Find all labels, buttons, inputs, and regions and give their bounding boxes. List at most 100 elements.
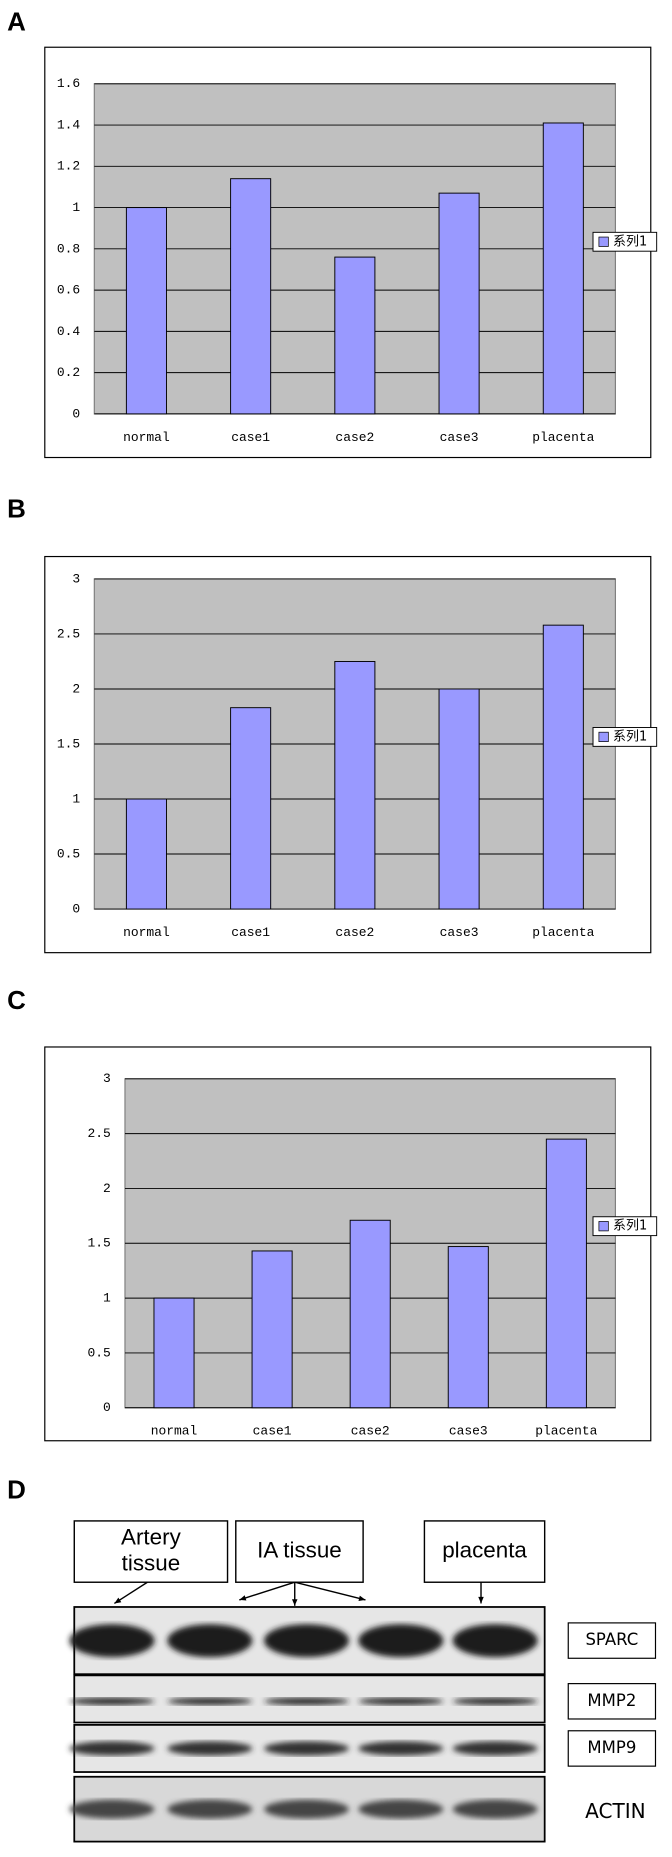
y-tick-label: 0.6 [57, 283, 80, 298]
x-tick-label: case3 [440, 925, 479, 940]
x-tick-label: case1 [231, 925, 270, 940]
y-tick-label: 0.4 [57, 324, 81, 339]
group-label: placenta [442, 1538, 527, 1564]
y-tick-label: 1.5 [87, 1236, 110, 1251]
y-tick-label: 2 [72, 681, 80, 696]
group-box [73, 1520, 229, 1583]
x-tick-label: case2 [335, 430, 374, 445]
row-label: MMP2 [587, 1691, 636, 1710]
arrow [294, 1581, 366, 1601]
row-label: MMP9 [587, 1738, 636, 1757]
group-label: IA tissue [257, 1538, 342, 1564]
blot-band [264, 1799, 349, 1819]
arrow-head [239, 1595, 247, 1601]
y-tick-label: 0.5 [57, 846, 80, 861]
arrow-head [291, 1599, 298, 1606]
y-tick-label: 1.6 [57, 76, 80, 91]
arrow [239, 1581, 295, 1601]
blot-band [452, 1799, 538, 1819]
row-label: ACTIN [585, 1799, 645, 1823]
blot-band [452, 1624, 538, 1658]
x-tick-label: case3 [449, 1424, 488, 1439]
row-label-box [567, 1683, 657, 1720]
x-tick-label: placenta [532, 925, 594, 940]
panel-label: A [7, 9, 26, 37]
legend-box [592, 1216, 658, 1237]
bar [447, 1246, 489, 1409]
x-tick-label: normal [123, 430, 170, 445]
y-tick-label: 1 [103, 1291, 111, 1306]
blot-band [264, 1624, 349, 1658]
panel-label: B [7, 495, 26, 523]
row-label-box [567, 1730, 657, 1767]
y-tick-label: 1.5 [57, 736, 80, 751]
bar [125, 798, 167, 910]
y-tick-label: 1.4 [57, 117, 81, 132]
blot-band [358, 1697, 444, 1705]
legend-label: 系列1 [613, 1219, 647, 1234]
blot-band [452, 1697, 538, 1705]
blot-band [358, 1741, 444, 1756]
blot-band [69, 1799, 155, 1819]
group-label: Artery tissue [121, 1525, 181, 1577]
row-label: SPARC [585, 1630, 638, 1649]
blot-band [452, 1741, 538, 1756]
y-tick-label: 0.2 [57, 365, 80, 380]
panel-label: D [7, 1476, 26, 1504]
x-tick-label: case3 [440, 430, 479, 445]
bar [349, 1219, 391, 1409]
group-label-wrap: placenta [442, 1538, 527, 1564]
y-tick-label: 0.5 [87, 1345, 110, 1360]
arrow [113, 1581, 148, 1605]
y-tick-label: 3 [103, 1071, 111, 1086]
y-tick-label: 0 [72, 406, 80, 421]
x-tick-label: placenta [535, 1424, 597, 1439]
bar [542, 122, 584, 415]
blot-band [69, 1624, 155, 1658]
group-label-wrap: Artery tissue [121, 1525, 181, 1577]
group-box [423, 1520, 546, 1583]
legend-swatch [598, 236, 609, 247]
bar [230, 707, 272, 910]
legend-label: 系列1 [613, 729, 647, 744]
bar [438, 688, 480, 910]
x-tick-label: case1 [231, 430, 270, 445]
row-label-box [567, 1622, 657, 1659]
x-tick-label: case1 [253, 1424, 292, 1439]
y-tick-label: 3 [72, 571, 80, 586]
y-tick-label: 2.5 [87, 1126, 110, 1141]
bar [251, 1250, 293, 1409]
x-tick-label: case2 [335, 925, 374, 940]
bar [230, 178, 272, 415]
y-tick-label: 2.5 [57, 626, 80, 641]
legend-label: 系列1 [613, 234, 647, 249]
group-label-wrap: IA tissue [257, 1538, 342, 1564]
legend-box [592, 231, 658, 252]
arrow-head [478, 1596, 484, 1604]
bar [542, 624, 584, 910]
y-tick-label: 1 [72, 791, 80, 806]
arrow-head [114, 1597, 122, 1604]
blot-band [264, 1741, 349, 1756]
group-box [235, 1520, 364, 1583]
legend-box [592, 727, 658, 747]
blot-band [167, 1741, 253, 1756]
blot-band [69, 1697, 155, 1705]
bar [545, 1138, 587, 1409]
y-tick-label: 1.2 [57, 159, 80, 174]
x-tick-label: normal [151, 1424, 198, 1439]
bar [334, 256, 376, 415]
y-tick-label: 0 [72, 901, 80, 916]
bar [438, 192, 480, 415]
legend-swatch [598, 731, 609, 742]
blot-band [358, 1799, 444, 1819]
x-tick-label: placenta [532, 430, 594, 445]
y-tick-label: 1 [72, 200, 80, 215]
bar [334, 660, 376, 910]
bar [125, 207, 167, 415]
blot-band [167, 1799, 253, 1819]
y-tick-label: 2 [103, 1181, 111, 1196]
y-tick-label: 0 [103, 1400, 111, 1415]
blot-band [167, 1697, 253, 1705]
